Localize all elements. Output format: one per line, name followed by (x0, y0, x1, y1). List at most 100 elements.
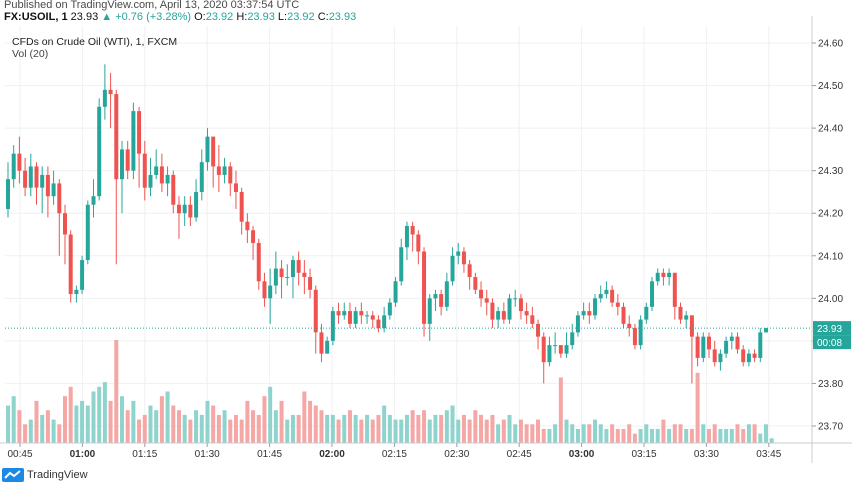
volume-indicator-label: Vol (20) (12, 48, 48, 60)
candle-body (228, 166, 233, 184)
volume-bar (467, 419, 472, 443)
volume-bar (752, 424, 757, 443)
volume-bar (365, 414, 370, 443)
volume-bar (216, 414, 221, 443)
volume-bar (764, 424, 768, 443)
volume-bar (741, 428, 746, 443)
x-tick-label: 02:00 (319, 449, 345, 460)
candle-body (222, 166, 227, 175)
candle-body (416, 234, 421, 252)
x-tick-label: 01:30 (195, 449, 220, 460)
volume-bar (296, 414, 301, 443)
volume-bar (644, 424, 649, 443)
volume-bar (45, 410, 50, 443)
interval: 1 (61, 11, 68, 23)
candle-body (655, 272, 660, 282)
volume-bar (336, 419, 341, 443)
volume-bar (422, 410, 427, 443)
volume-bar (575, 428, 580, 443)
volume-bar (672, 424, 677, 443)
candle-body (370, 315, 375, 320)
candle-body (501, 311, 506, 320)
tradingview-logo-icon (2, 468, 24, 482)
published-line: Published on TradingView.com, April 13, … (4, 0, 300, 11)
candle-body (108, 89, 113, 95)
candle-body (598, 294, 603, 299)
x-axis-labels: 00:45 01:00 01:15 01:30 01:45 02:00 02:15 02:30… (7, 443, 782, 460)
candle-body (313, 289, 318, 333)
open-value: 23.92 (205, 11, 234, 23)
volume-bar (547, 428, 552, 443)
volume-bar (553, 424, 558, 443)
volume-bar (228, 419, 233, 443)
candle-body (80, 260, 85, 290)
candle-body (325, 340, 330, 354)
volume-bar (359, 419, 364, 443)
x-tick-label: 03:30 (694, 449, 719, 460)
volume-bar (51, 419, 56, 443)
x-tick-label: 01:45 (257, 449, 282, 460)
last-price-box (813, 321, 851, 336)
candle-body (148, 174, 153, 188)
candle-body (404, 225, 409, 248)
candle-body (524, 311, 529, 316)
volume-bar (627, 424, 632, 443)
volume-bar (285, 419, 290, 443)
volume-bar (501, 419, 506, 443)
candle-body (735, 336, 740, 350)
volume-bar (404, 414, 409, 443)
candle-body (62, 213, 67, 235)
candle-body (336, 311, 341, 316)
candle-body (165, 174, 170, 184)
candle-body (262, 281, 267, 299)
volume-bar (558, 377, 563, 443)
volume-bar (769, 438, 774, 443)
volume-bar (353, 414, 358, 443)
y-tick-label: 24.00 (818, 294, 843, 305)
candle-body (707, 336, 712, 350)
y-tick-label: 24.20 (818, 209, 843, 220)
candle-body (251, 230, 256, 244)
candle-body (444, 281, 449, 307)
candle-body (319, 332, 324, 354)
candle-body (746, 353, 751, 363)
volume-bar (256, 414, 261, 443)
x-tick-label: 02:45 (507, 449, 532, 460)
candle-body (308, 277, 313, 290)
candle-body (410, 225, 415, 235)
volume-bar (382, 405, 387, 443)
volume-bar (507, 414, 512, 443)
volume-bar (667, 428, 672, 443)
volume-bar (137, 419, 142, 443)
volume-bar (604, 428, 609, 443)
volume-bar (427, 419, 432, 443)
candle-body (741, 349, 746, 363)
candle-body (484, 298, 489, 303)
candle-body (570, 332, 575, 346)
volume-bar (718, 428, 723, 443)
last-price: 23.93 (70, 11, 99, 23)
y-tick-label: 23.70 (818, 421, 843, 432)
candle-body (365, 315, 370, 317)
tradingview-logo[interactable]: TradingView (2, 468, 88, 482)
low-value: 23.92 (287, 11, 315, 23)
volume-bar (387, 414, 392, 443)
candle-body (496, 311, 501, 320)
volume-bar (570, 424, 575, 443)
candle-body (490, 302, 495, 320)
candle-body (701, 336, 706, 358)
volume-bar (473, 410, 478, 443)
candle-body (621, 306, 626, 324)
volume-bar (621, 428, 626, 443)
volume-bar (268, 386, 273, 443)
candle-body (17, 153, 22, 171)
volume-bar (496, 424, 501, 443)
open-label: O: (194, 11, 206, 23)
candle-body (45, 174, 50, 197)
volume-bar (479, 414, 484, 443)
candle-body (154, 166, 159, 175)
volume-bar (102, 382, 107, 443)
volume-bar (712, 424, 717, 443)
candle-body (256, 243, 261, 282)
